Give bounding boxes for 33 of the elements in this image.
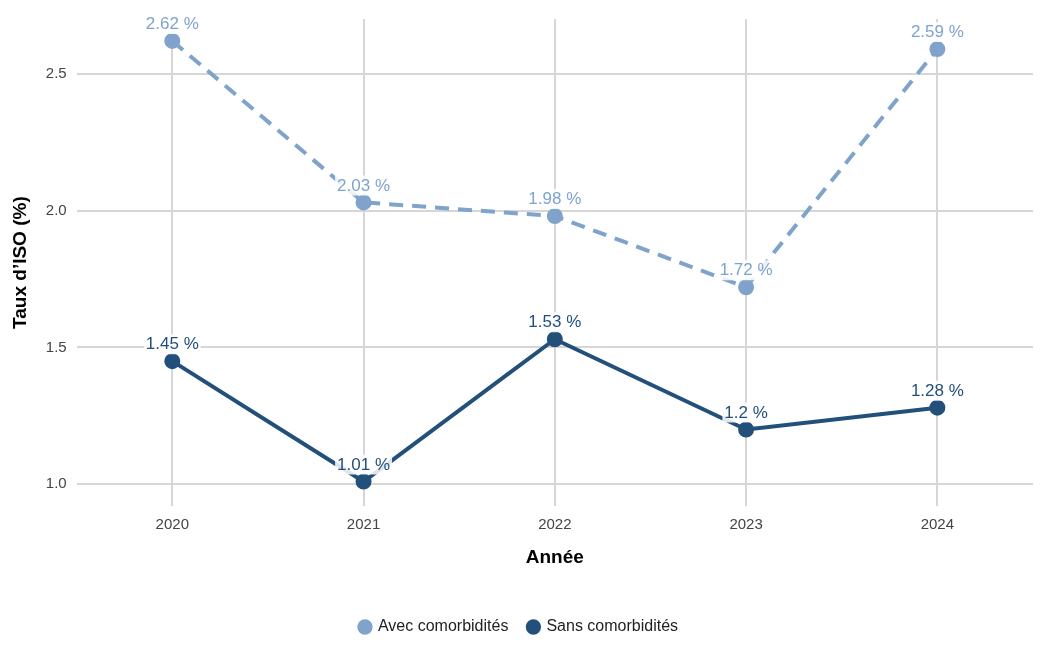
data-label: 1.53 % — [528, 312, 582, 332]
y-axis-title: Taux d’ISO (%) — [8, 196, 30, 329]
data-label: 1.98 % — [528, 189, 582, 209]
data-label: 2.59 % — [910, 22, 964, 42]
point — [546, 208, 563, 225]
legend-label: Sans comorbidités — [546, 617, 679, 635]
x-tick-label: 2024 — [920, 515, 955, 533]
x-tick-label: 2022 — [538, 515, 572, 533]
point — [355, 473, 372, 490]
data-label: 1.28 % — [910, 380, 964, 400]
data-label: 1.72 % — [719, 260, 773, 280]
x-tick-label: 2020 — [155, 515, 189, 533]
point — [164, 32, 181, 49]
point — [164, 353, 181, 370]
x-tick-label: 2021 — [346, 515, 381, 533]
point — [355, 194, 372, 211]
legend-label: Avec comorbidités — [377, 617, 509, 635]
point — [738, 279, 755, 296]
y-tick-label: 1.0 — [45, 474, 67, 492]
point — [929, 41, 946, 58]
x-axis-title: Année — [525, 545, 584, 567]
y-tick-label: 2.5 — [45, 63, 67, 81]
point — [929, 399, 946, 416]
data-label: 2.03 % — [337, 175, 391, 195]
data-label: 1.01 % — [337, 454, 391, 474]
y-tick-label: 1.5 — [45, 337, 67, 355]
point — [546, 331, 563, 348]
data-label: 2.62 % — [145, 14, 199, 34]
y-tick-label: 2.0 — [45, 200, 67, 218]
point — [738, 421, 755, 438]
x-tick-label: 2023 — [729, 515, 763, 533]
data-label: 1.45 % — [145, 334, 199, 354]
data-label: 1.2 % — [724, 402, 768, 422]
